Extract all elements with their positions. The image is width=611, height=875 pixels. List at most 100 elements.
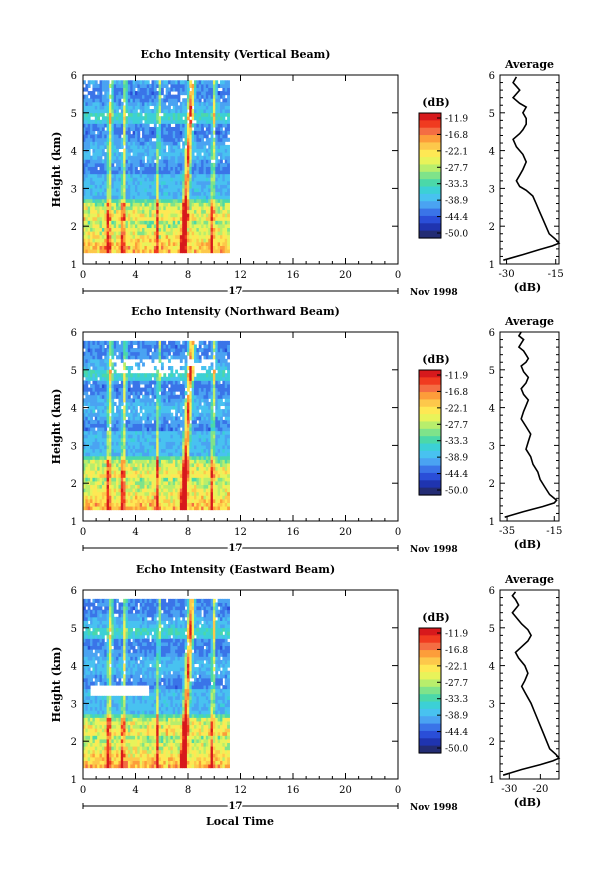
heatmap-cell (210, 198, 214, 203)
heatmap-cell (104, 498, 108, 503)
heatmap-cell (182, 227, 186, 232)
heatmap-cell (137, 488, 141, 493)
heatmap-cell (83, 423, 86, 428)
heatmap-cell (175, 80, 178, 85)
heatmap-cell (158, 198, 162, 203)
heatmap-panel: Echo Intensity (Vertical Beam)0 4 8 12 16 20 0… (50, 48, 564, 299)
heatmap-cell (130, 234, 134, 239)
heatmap-cell (106, 340, 110, 345)
heatmap-cell (177, 419, 181, 424)
heatmap-cell (156, 459, 160, 464)
heatmap-cell (165, 380, 169, 385)
heatmap-cell (111, 401, 115, 407)
heatmap-cell (92, 94, 96, 99)
heatmap-cell (217, 223, 221, 229)
heatmap-cell (186, 155, 190, 160)
heatmap-cell (132, 83, 136, 88)
heatmap-cell (208, 223, 212, 229)
heatmap-cell (87, 376, 91, 381)
heatmap-cell (175, 473, 178, 478)
heatmap-cell (153, 213, 157, 218)
heatmap-cell (142, 401, 145, 407)
heatmap-cell (179, 198, 183, 203)
heatmap-cell (172, 83, 176, 88)
heatmap-cell (222, 220, 226, 225)
heatmap-cell (203, 152, 207, 157)
heatmap-cell (144, 209, 148, 214)
heatmap-cell (90, 134, 93, 139)
heatmap-cell (83, 477, 86, 482)
heatmap-cell (160, 166, 164, 171)
heatmap-cell (97, 488, 101, 493)
heatmap-cell (123, 227, 127, 232)
heatmap-cell (92, 202, 96, 207)
heatmap-cell (144, 137, 148, 142)
y-tick-label: 3 (71, 184, 77, 195)
colorbar-swatch (419, 142, 441, 151)
heatmap-cell (146, 205, 150, 211)
heatmap-cell (108, 159, 112, 164)
heatmap-cell (205, 159, 209, 164)
heatmap-cell (224, 109, 228, 114)
heatmap-cell (179, 195, 183, 200)
heatmap-cell (177, 455, 181, 460)
heatmap-cell (92, 480, 96, 486)
heatmap-cell (175, 434, 178, 439)
heatmap-cell (182, 412, 186, 417)
heatmap-cell (189, 109, 193, 114)
heatmap-cell (83, 241, 86, 246)
heatmap-cell (120, 177, 124, 182)
heatmap-cell (203, 159, 207, 164)
heatmap-cell (87, 166, 91, 171)
heatmap-cell (85, 152, 89, 157)
heatmap-cell (160, 238, 164, 243)
heatmap-cell (182, 126, 186, 132)
heatmap-cell (120, 130, 124, 135)
heatmap-cell (158, 491, 162, 496)
heatmap-cell (184, 123, 188, 128)
heatmap-cell (163, 383, 167, 389)
heatmap-cell (222, 245, 226, 250)
heatmap-cell (139, 177, 143, 182)
heatmap-cell (123, 506, 127, 511)
heatmap-cell (90, 430, 93, 435)
heatmap-cell (118, 398, 122, 403)
heatmap-cell (101, 166, 105, 171)
heatmap-cell (165, 394, 169, 399)
heatmap-cell (205, 152, 209, 157)
heatmap-cell (208, 238, 212, 243)
heatmap-cell (189, 148, 193, 153)
heatmap-cell (101, 137, 105, 142)
heatmap-cell (111, 170, 115, 175)
heatmap-cell (168, 416, 171, 421)
heatmap-cell (151, 344, 155, 349)
heatmap-cell (153, 495, 157, 500)
heatmap-cell (94, 495, 98, 500)
heatmap-cell (83, 234, 86, 239)
heatmap-cell (101, 188, 105, 193)
heatmap-cell (186, 173, 190, 178)
heatmap-cell (123, 177, 127, 182)
heatmap-cell (104, 152, 108, 157)
heatmap-cell (113, 130, 117, 135)
heatmap-cell (90, 445, 93, 450)
heatmap-cell (182, 87, 186, 92)
heatmap-cell (132, 155, 136, 160)
heatmap-cell (125, 105, 129, 110)
heatmap-cell (179, 434, 183, 439)
heatmap-cell (118, 241, 122, 246)
avg-x-label: (dB) (514, 281, 541, 294)
heatmap-cell (203, 245, 207, 250)
heatmap-cell (92, 401, 96, 407)
heatmap-cell (198, 191, 202, 196)
heatmap-cell (184, 416, 188, 421)
heatmap-cell (222, 134, 226, 139)
heatmap-cell (189, 448, 193, 453)
heatmap-cell (97, 498, 101, 503)
heatmap-cell (134, 155, 138, 160)
heatmap-cell (210, 245, 214, 250)
heatmap-cell (106, 369, 110, 374)
heatmap-cell (94, 144, 98, 150)
heatmap-cell (94, 166, 98, 171)
heatmap-cell (179, 238, 183, 243)
